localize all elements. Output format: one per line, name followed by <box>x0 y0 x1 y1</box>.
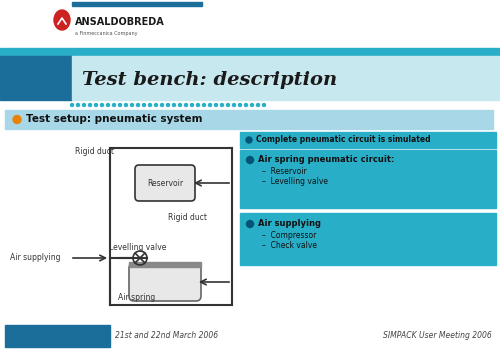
Text: Air supplying: Air supplying <box>10 253 60 263</box>
Circle shape <box>172 103 176 107</box>
Circle shape <box>246 156 254 163</box>
Text: Reservoir: Reservoir <box>147 179 183 187</box>
Circle shape <box>184 103 188 107</box>
Circle shape <box>208 103 212 107</box>
Text: Levelling valve: Levelling valve <box>110 243 166 251</box>
Text: –  Reservoir: – Reservoir <box>262 168 307 176</box>
Text: Test setup: pneumatic system: Test setup: pneumatic system <box>26 114 203 125</box>
Text: Rigid duct: Rigid duct <box>168 214 207 222</box>
Circle shape <box>262 103 266 107</box>
Text: Air spring pneumatic circuit:: Air spring pneumatic circuit: <box>258 156 394 164</box>
Bar <box>240 132 496 148</box>
Text: –  Levelling valve: – Levelling valve <box>262 178 328 186</box>
Circle shape <box>76 103 80 107</box>
Circle shape <box>256 103 260 107</box>
Text: Air supplying: Air supplying <box>258 220 321 228</box>
Circle shape <box>112 103 116 107</box>
Circle shape <box>106 103 110 107</box>
Text: –  Compressor: – Compressor <box>262 232 316 240</box>
Text: SIMPACK User Meeting 2006: SIMPACK User Meeting 2006 <box>384 331 492 341</box>
Bar <box>5 110 493 129</box>
Circle shape <box>220 103 224 107</box>
Circle shape <box>214 103 218 107</box>
Circle shape <box>226 103 230 107</box>
Circle shape <box>246 137 252 143</box>
Circle shape <box>178 103 182 107</box>
Circle shape <box>190 103 194 107</box>
Bar <box>0 0 500 48</box>
Circle shape <box>118 103 122 107</box>
Ellipse shape <box>54 10 70 30</box>
Circle shape <box>238 103 242 107</box>
Circle shape <box>136 103 140 107</box>
Circle shape <box>130 103 134 107</box>
Bar <box>129 262 201 267</box>
Bar <box>240 150 496 208</box>
Bar <box>5 325 110 347</box>
Circle shape <box>124 103 128 107</box>
Circle shape <box>244 103 248 107</box>
Circle shape <box>13 115 21 124</box>
Circle shape <box>94 103 98 107</box>
Text: Air spring: Air spring <box>118 293 155 303</box>
Circle shape <box>100 103 103 107</box>
Text: 21st and 22nd March 2006: 21st and 22nd March 2006 <box>115 331 218 341</box>
Text: Test bench: description: Test bench: description <box>82 71 337 89</box>
Circle shape <box>250 103 254 107</box>
FancyBboxPatch shape <box>135 165 195 201</box>
FancyBboxPatch shape <box>129 263 201 301</box>
Circle shape <box>246 221 254 227</box>
Bar <box>72 2 202 6</box>
Bar <box>72 56 500 100</box>
Circle shape <box>160 103 164 107</box>
Text: ANSALDOBREDA: ANSALDOBREDA <box>75 17 165 27</box>
Circle shape <box>88 103 92 107</box>
Text: –  Check valve: – Check valve <box>262 241 317 251</box>
Text: Rigid duct: Rigid duct <box>75 148 114 156</box>
Circle shape <box>82 103 86 107</box>
Circle shape <box>142 103 146 107</box>
Circle shape <box>166 103 170 107</box>
Text: a Finmeccanica Company: a Finmeccanica Company <box>75 30 138 36</box>
Circle shape <box>196 103 200 107</box>
Circle shape <box>202 103 205 107</box>
Circle shape <box>154 103 158 107</box>
Circle shape <box>232 103 235 107</box>
Circle shape <box>148 103 152 107</box>
Bar <box>0 48 500 56</box>
Text: Complete pneumatic circuit is simulated: Complete pneumatic circuit is simulated <box>256 136 430 144</box>
Bar <box>0 320 500 353</box>
Bar <box>240 213 496 265</box>
Circle shape <box>70 103 74 107</box>
Bar <box>0 56 72 100</box>
